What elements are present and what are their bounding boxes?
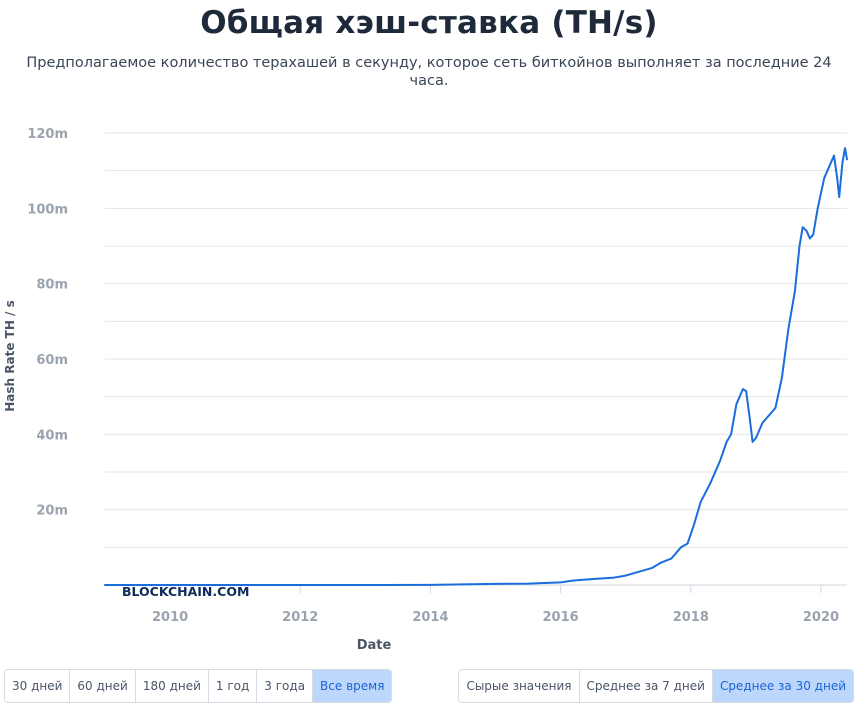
y-axis-label: Hash Rate TH / s — [3, 300, 17, 412]
x-tick-label: 2014 — [412, 610, 448, 625]
average-button[interactable]: Среднее за 30 дней — [712, 670, 853, 702]
y-tick-label: 100m — [27, 202, 68, 217]
y-tick-label: 80m — [36, 278, 68, 293]
x-axis-ticks: 2010 2012 2014 2016 2018 2020 — [152, 585, 839, 625]
time-range-selector: 30 дней 60 дней 180 дней 1 год 3 года Все вре… — [4, 669, 393, 703]
x-tick-label: 2016 — [543, 610, 579, 625]
chart-title: Общая хэш-ставка (TH/s) — [200, 5, 658, 41]
hash-rate-series-line — [104, 147, 848, 586]
series-layer — [104, 147, 848, 586]
y-tick-label: 120m — [27, 127, 68, 142]
range-button[interactable]: 30 дней — [5, 670, 71, 702]
range-button[interactable]: 180 дней — [135, 670, 209, 702]
blockchain-watermark: BLOCKCHAIN.COM — [122, 584, 249, 599]
range-button[interactable]: 1 год — [208, 670, 258, 702]
range-button[interactable]: Все время — [313, 670, 392, 702]
range-button[interactable]: 60 дней — [70, 670, 136, 702]
chart-subtitle: Предполагаемое количество терахашей в се… — [26, 55, 832, 89]
y-tick-label: 60m — [36, 353, 68, 368]
y-axis-ticks: 20m 40m 60m 80m 100m 120m — [27, 127, 68, 519]
x-tick-label: 2018 — [673, 610, 709, 625]
x-tick-label: 2020 — [803, 610, 839, 625]
x-axis-label: Date — [357, 638, 392, 653]
x-tick-label: 2012 — [282, 610, 318, 625]
y-tick-label: 40m — [36, 428, 68, 443]
averaging-selector: Сырые значения Среднее за 7 дней Среднее з… — [458, 669, 854, 703]
y-tick-label: 20m — [36, 504, 68, 519]
range-button[interactable]: 3 года — [257, 670, 314, 702]
grid-lines — [105, 132, 847, 586]
average-button[interactable]: Среднее за 7 дней — [579, 670, 713, 702]
x-tick-label: 2010 — [152, 610, 188, 625]
average-button[interactable]: Сырые значения — [459, 670, 580, 702]
